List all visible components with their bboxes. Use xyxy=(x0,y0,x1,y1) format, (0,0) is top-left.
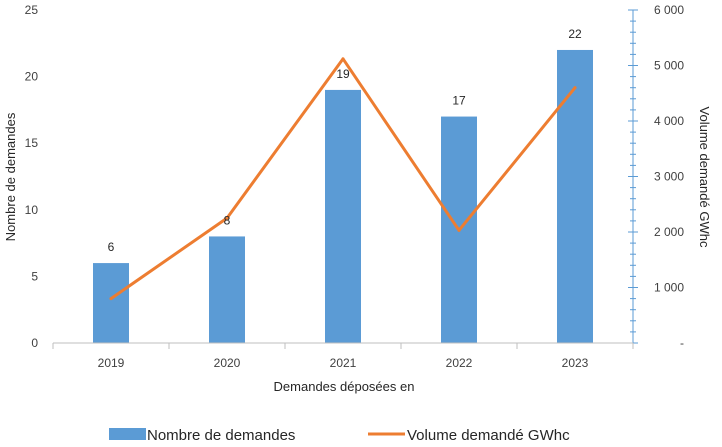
bar-data-label: 6 xyxy=(108,240,115,254)
y-axis-title: Nombre de demandes xyxy=(3,112,18,241)
bar-data-label: 22 xyxy=(568,27,582,41)
y2-tick-label: 1 000 xyxy=(654,281,684,295)
y2-tick-label: 3 000 xyxy=(654,170,684,184)
y-tick-label: 20 xyxy=(25,70,39,84)
bar xyxy=(93,263,129,343)
legend-bar-label: Nombre de demandes xyxy=(147,427,295,444)
legend: Nombre de demandes Volume demandé GWhc xyxy=(109,427,570,444)
line-point xyxy=(341,57,345,61)
legend-line-label: Volume demandé GWhc xyxy=(407,427,570,444)
bar xyxy=(325,89,361,343)
x-tick-label: 2019 xyxy=(98,356,125,370)
y-tick-label: 15 xyxy=(25,136,39,150)
x-tick-label: 2022 xyxy=(446,356,473,370)
bar-data-label: 19 xyxy=(336,67,350,81)
left-axis-ticks: 0 5 10 15 20 25 xyxy=(25,3,39,350)
y2-tick-label: 5 000 xyxy=(654,59,684,73)
right-axis: - 1 000 2 000 3 000 4 000 5 000 6 000 xyxy=(628,3,684,350)
x-tick-label: 2023 xyxy=(562,356,589,370)
bar-data-labels: 6 8 19 17 22 xyxy=(108,27,582,254)
bar-series xyxy=(93,49,593,344)
x-axis-ticks: 2019 2020 2021 2022 2023 xyxy=(52,342,634,370)
x-tick-label: 2020 xyxy=(214,356,241,370)
bar-data-label: 17 xyxy=(452,94,466,108)
line-point xyxy=(109,297,113,301)
y2-axis-title: Volume demandé GWhc xyxy=(697,107,712,248)
line-point xyxy=(573,86,577,90)
line-series xyxy=(109,57,577,301)
bar xyxy=(557,49,593,344)
y2-tick-label: 2 000 xyxy=(654,225,684,239)
bar-data-label: 8 xyxy=(224,213,231,227)
y2-tick-label: 6 000 xyxy=(654,3,684,17)
y-tick-label: 0 xyxy=(31,336,38,350)
y2-tick-label: 4 000 xyxy=(654,114,684,128)
y-tick-label: 10 xyxy=(25,203,39,217)
y-tick-label: 5 xyxy=(31,269,38,283)
x-tick-label: 2021 xyxy=(330,356,357,370)
bar xyxy=(209,236,245,343)
y-tick-label: 25 xyxy=(25,3,39,17)
x-axis-title: Demandes déposées en xyxy=(274,379,415,394)
line-point xyxy=(457,228,461,232)
y2-tick-label: - xyxy=(680,336,684,350)
legend-bar-swatch xyxy=(109,428,146,440)
line-point xyxy=(225,216,229,220)
